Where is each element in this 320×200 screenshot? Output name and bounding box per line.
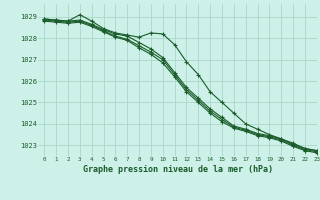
X-axis label: Graphe pression niveau de la mer (hPa): Graphe pression niveau de la mer (hPa) xyxy=(83,165,273,174)
